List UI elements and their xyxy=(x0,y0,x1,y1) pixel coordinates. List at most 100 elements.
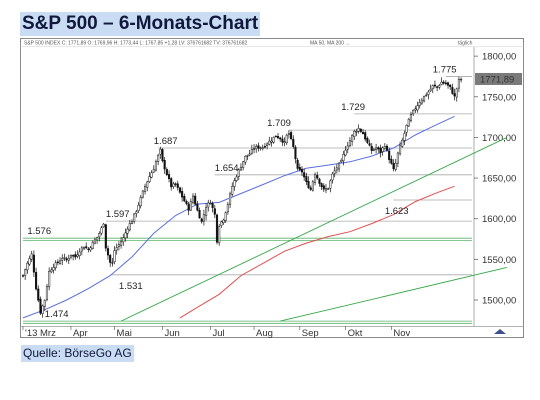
candle-body xyxy=(303,172,306,178)
candle-body xyxy=(255,146,258,150)
candle-body xyxy=(78,251,81,256)
candle-body xyxy=(381,147,384,152)
candle-body xyxy=(340,159,343,163)
level-annotation: 1.597 xyxy=(106,209,130,220)
candle-body xyxy=(161,149,164,162)
x-tick-label: Mai xyxy=(117,328,132,338)
candle-body xyxy=(394,162,397,170)
candle-body xyxy=(32,254,35,273)
candle-body xyxy=(337,162,341,170)
candle-body xyxy=(211,203,214,208)
candle-body xyxy=(37,288,40,301)
candle-body xyxy=(416,105,419,111)
candle-body xyxy=(52,267,55,271)
candle-body xyxy=(383,146,386,149)
candle-body xyxy=(292,138,295,147)
x-tick-label: Aug xyxy=(256,328,273,338)
candle-body xyxy=(106,248,110,256)
candle-body xyxy=(305,176,308,183)
candle-body xyxy=(152,169,155,173)
candle-body xyxy=(102,223,105,228)
candle-body xyxy=(229,193,232,205)
candle-body xyxy=(135,211,138,214)
y-tick-label: 1800,00 xyxy=(482,52,516,63)
candle-body xyxy=(266,143,269,146)
candle-body xyxy=(396,152,399,164)
candle-body xyxy=(385,145,389,151)
candle-body xyxy=(172,183,175,187)
candle-body xyxy=(370,145,373,151)
last-price-box xyxy=(475,72,522,85)
candle-body xyxy=(21,275,25,277)
candle-body xyxy=(59,260,62,264)
candle-body xyxy=(440,81,443,85)
page-title: S&P 500 – 6-Monats-Chart xyxy=(20,12,261,36)
candle-body xyxy=(438,85,441,88)
candle-body xyxy=(283,141,286,143)
header-interval: täglich xyxy=(458,40,473,46)
candle-body xyxy=(409,114,413,121)
candle-body xyxy=(412,110,415,115)
candle-body xyxy=(96,237,99,241)
candle-body xyxy=(218,226,221,244)
candle-body xyxy=(388,150,391,160)
level-annotation: 1.531 xyxy=(119,281,143,292)
level-annotation: 1.474 xyxy=(45,309,69,320)
ma-blue-line xyxy=(22,115,455,319)
trend-line xyxy=(120,137,508,322)
candle-body xyxy=(242,161,245,168)
candle-body xyxy=(368,143,371,146)
candle-body xyxy=(196,203,199,211)
candle-body xyxy=(314,174,317,183)
x-tick-label: Sep xyxy=(302,328,319,338)
last-price-label: 1771,89 xyxy=(480,74,514,85)
candle-body xyxy=(250,149,253,154)
candle-body xyxy=(122,237,125,243)
candle-body xyxy=(146,181,149,188)
candle-body xyxy=(231,186,234,195)
candle-body xyxy=(183,196,186,202)
candle-body xyxy=(453,93,456,97)
candle-body xyxy=(390,158,393,164)
candle-body xyxy=(375,147,378,150)
candle-body xyxy=(215,214,219,243)
candle-body xyxy=(220,221,223,226)
candle-body xyxy=(226,204,229,213)
candle-body xyxy=(85,246,88,249)
candle-body xyxy=(436,86,439,88)
candle-body xyxy=(61,258,64,261)
candle-body xyxy=(100,227,103,234)
level-annotation: 1.687 xyxy=(154,136,178,147)
candle-body xyxy=(279,137,282,140)
candle-body xyxy=(235,176,238,181)
candle-body xyxy=(270,140,273,143)
candle-body xyxy=(205,207,208,216)
level-annotation: 1.709 xyxy=(267,118,291,129)
candle-body xyxy=(296,159,299,169)
candle-body xyxy=(30,253,33,260)
candle-body xyxy=(189,201,192,211)
y-tick-label: 1600,00 xyxy=(482,214,516,225)
x-tick-label: Okt xyxy=(348,328,363,338)
candle-body xyxy=(344,149,347,156)
candle-body xyxy=(261,147,264,149)
candle-body xyxy=(72,255,75,257)
candle-body xyxy=(361,131,365,134)
candle-body xyxy=(322,185,325,190)
candle-body xyxy=(209,202,212,205)
candle-body xyxy=(237,169,240,177)
candle-body xyxy=(109,255,112,263)
candle-body xyxy=(401,140,404,147)
candle-body xyxy=(425,94,428,97)
candle-body xyxy=(115,247,118,251)
candle-body xyxy=(285,134,288,144)
candle-body xyxy=(403,133,406,141)
candle-body xyxy=(252,148,256,150)
candle-body xyxy=(133,213,136,222)
candle-body xyxy=(63,257,66,259)
candle-body xyxy=(348,140,351,147)
candle-body xyxy=(98,233,101,238)
chart-frame xyxy=(20,38,524,338)
candle-body xyxy=(420,99,423,104)
candle-body xyxy=(233,180,236,187)
